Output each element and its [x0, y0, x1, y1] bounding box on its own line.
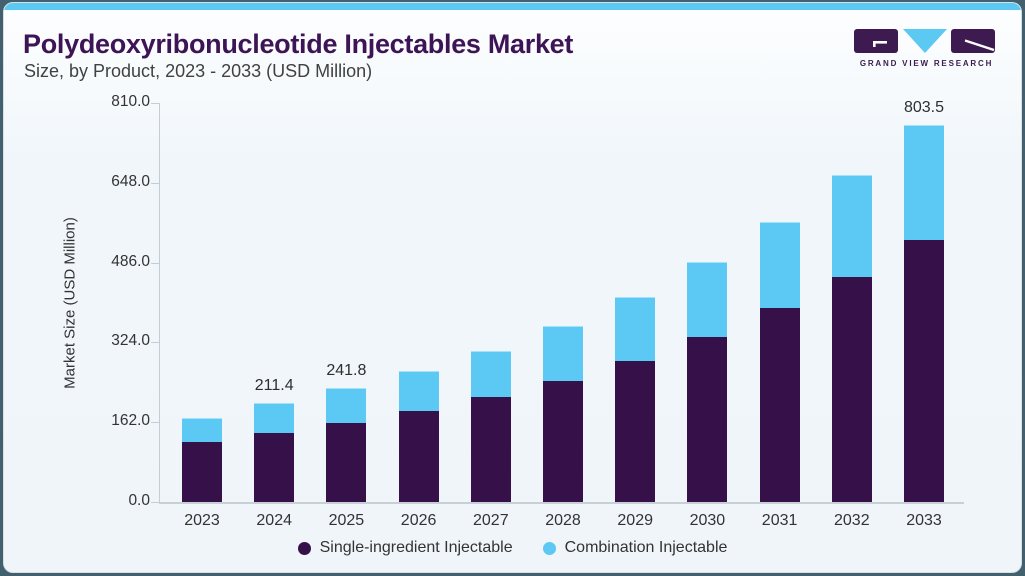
bar-combination-2030	[687, 262, 728, 338]
y-tick-label: 0.0	[128, 492, 150, 509]
bar-single-ingredient-2029	[615, 360, 656, 502]
x-tick-label-2032: 2032	[834, 512, 870, 529]
gvr-logo-icon	[854, 29, 995, 53]
bar-single-ingredient-2027	[470, 397, 511, 502]
bar-single-ingredient-2030	[687, 337, 728, 502]
legend-label-combination: Combination Injectable	[564, 539, 728, 556]
top-accent-bar	[4, 3, 1021, 10]
bar-combination-2026	[398, 370, 439, 411]
x-tick-label-2023: 2023	[184, 512, 220, 529]
logo-text: GRAND VIEW RESEARCH	[859, 59, 994, 68]
bar-combination-2024	[254, 402, 295, 433]
page-subtitle: Size, by Product, 2023 - 2033 (USD Milli…	[24, 61, 373, 81]
stacked-bar-chart: Market Size (USD Million) 0.0 162.0 324.0 4…	[4, 3, 1021, 572]
x-tick-label-2028: 2028	[545, 512, 581, 529]
bar-combination-2028	[543, 326, 583, 381]
y-tick-label: 324.0	[111, 332, 150, 350]
y-tick-mark	[151, 182, 159, 184]
y-tick-label: 162.0	[111, 412, 150, 430]
x-tick-label-2033: 2033	[906, 512, 942, 529]
legend-label-single-ingredient: Single-ingredient Injectable	[319, 539, 513, 556]
x-tick-label-2029: 2029	[617, 512, 653, 529]
legend-dot-combination-icon	[542, 541, 556, 555]
bar-combination-2029	[615, 297, 656, 361]
y-tick-mark	[151, 502, 159, 503]
bar-single-ingredient-2026	[398, 410, 439, 502]
y-tick-mark	[151, 422, 159, 424]
legend-dot-single-ingredient-icon	[297, 541, 311, 555]
x-tick-label-2031: 2031	[761, 512, 798, 529]
x-tick-label-2030: 2030	[689, 512, 726, 529]
x-tick-label-2026: 2026	[400, 512, 437, 529]
y-tick-label: 648.0	[111, 172, 150, 190]
chart-legend: Single-ingredient Injectable Combination…	[4, 539, 1021, 557]
bar-combination-2033	[904, 124, 944, 241]
grand-view-research-logo: GRAND VIEW RESEARCH	[854, 29, 999, 68]
bar-combination-2031	[759, 221, 800, 309]
bar-single-ingredient-2023	[182, 442, 222, 502]
x-tick-label-2024: 2024	[256, 512, 292, 529]
y-tick-label: 486.0	[111, 252, 150, 270]
bar-combination-2027	[470, 350, 511, 398]
bar-single-ingredient-2024	[254, 432, 295, 502]
x-tick-label-2027: 2027	[473, 512, 509, 529]
bar-single-ingredient-2025	[326, 422, 367, 502]
chart-card: Polydeoxyribonucleotide Injectables Mark…	[3, 2, 1022, 573]
bar-combination-2023	[182, 418, 222, 443]
bar-single-ingredient-2031	[759, 308, 800, 502]
y-axis-line	[159, 103, 160, 502]
bar-single-ingredient-2033	[904, 240, 944, 502]
y-tick-mark	[151, 103, 159, 104]
bar-total-label-2033: 803.5	[903, 98, 945, 116]
x-tick-label-2025: 2025	[328, 512, 365, 529]
bar-single-ingredient-2032	[831, 277, 872, 502]
y-axis-title: Market Size (USD Million)	[61, 217, 79, 389]
bar-single-ingredient-2028	[543, 380, 583, 502]
y-tick-label: 810.0	[111, 93, 150, 110]
y-tick-mark	[151, 262, 159, 264]
bar-total-label-2024: 211.4	[254, 376, 294, 394]
bar-combination-2025	[326, 388, 367, 423]
bar-combination-2032	[831, 175, 872, 278]
y-tick-mark	[151, 342, 159, 344]
legend-item-single-ingredient: Single-ingredient Injectable	[297, 539, 513, 557]
page-title: Polydeoxyribonucleotide Injectables Mark…	[23, 29, 574, 59]
legend-item-combination: Combination Injectable	[542, 539, 728, 557]
x-axis-line	[159, 502, 964, 504]
bar-total-label-2025: 241.8	[326, 362, 367, 380]
